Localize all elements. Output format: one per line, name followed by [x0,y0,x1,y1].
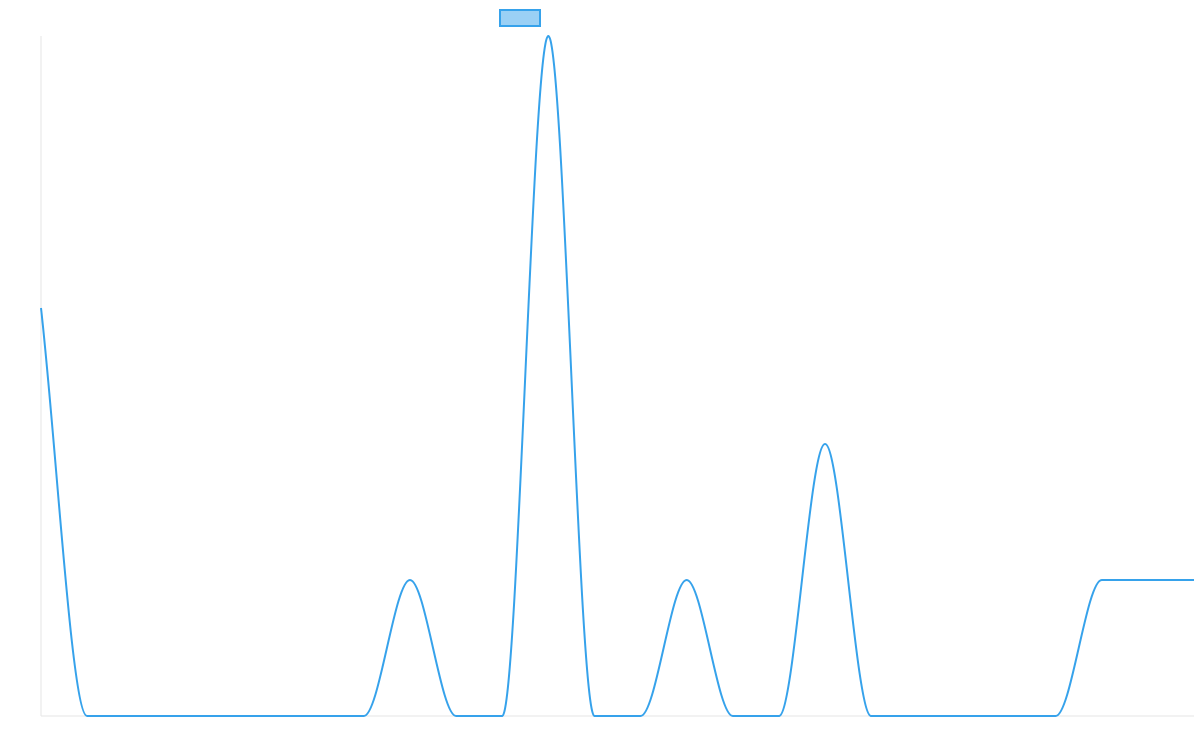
series-line-0 [40,35,1194,717]
data-point[interactable] [1006,712,1014,720]
axes [40,36,1194,717]
data-point[interactable] [683,576,691,584]
legend[interactable] [499,9,541,27]
data-point[interactable] [406,576,414,584]
data-point[interactable] [1144,576,1152,584]
data-point[interactable] [360,712,368,720]
data-point[interactable] [175,712,183,720]
data-point[interactable] [268,712,276,720]
data-point[interactable] [1052,712,1060,720]
data-point[interactable] [1098,576,1106,584]
legend-swatch[interactable] [499,9,541,27]
data-point[interactable] [498,712,506,720]
data-point[interactable] [452,712,460,720]
data-point[interactable] [83,712,91,720]
data-point[interactable] [221,712,229,720]
data-point[interactable] [775,712,783,720]
series-layer [37,32,1198,720]
data-point[interactable] [637,712,645,720]
data-point[interactable] [867,712,875,720]
data-point[interactable] [913,712,921,720]
data-point[interactable] [314,712,322,720]
data-point[interactable] [590,712,598,720]
data-point[interactable] [37,304,45,312]
data-point[interactable] [821,440,829,448]
data-point[interactable] [129,712,137,720]
data-point[interactable] [959,712,967,720]
data-point[interactable] [1190,576,1198,584]
data-point[interactable] [544,32,552,40]
data-point[interactable] [729,712,737,720]
